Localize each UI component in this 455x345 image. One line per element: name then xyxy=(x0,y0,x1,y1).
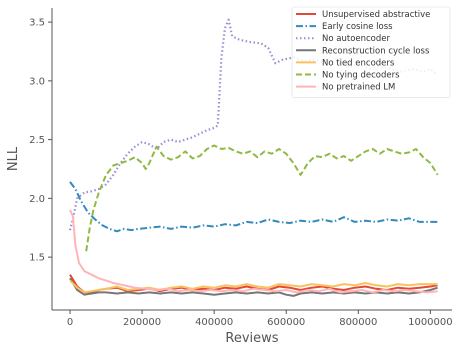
x-tick-label: 0 xyxy=(67,317,73,328)
series-line-no-pretrained-lm xyxy=(69,209,438,294)
y-tick-label: 2.5 xyxy=(29,135,45,146)
legend-entry: No tying decoders xyxy=(322,71,400,81)
y-axis-ticks: 1.5 2.0 2.5 3.0 3.5 xyxy=(29,18,52,264)
x-axis-ticks: 0 200000 400000 600000 800000 1000000 xyxy=(67,310,453,328)
legend-frame xyxy=(291,6,451,98)
x-tick-label: 200000 xyxy=(123,317,161,328)
y-axis-label: NLL xyxy=(6,146,21,171)
x-tick-label: 1000000 xyxy=(408,317,453,328)
series-line-no-tied-encoders xyxy=(69,279,438,294)
series-line-no-autoencoder xyxy=(68,18,439,231)
legend-entry: No pretrained LM xyxy=(322,83,395,93)
y-tick-label: 1.5 xyxy=(29,253,45,264)
x-axis-label: Reviews xyxy=(225,331,278,345)
legend-entry: Early cosine loss xyxy=(322,22,393,32)
legend-entry: Reconstruction cycle loss xyxy=(322,46,430,56)
legend-entry: No autoencoder xyxy=(322,34,391,44)
legend-entry: Unsupervised abstractive xyxy=(322,10,430,20)
y-tick-label: 2.0 xyxy=(29,194,45,205)
x-tick-label: 800000 xyxy=(339,317,377,328)
x-tick-label: 600000 xyxy=(267,317,305,328)
series-line-early-cosine-loss xyxy=(69,181,438,233)
x-tick-label: 400000 xyxy=(195,317,233,328)
y-tick-label: 3.5 xyxy=(29,18,45,29)
plot-lines xyxy=(68,18,439,297)
y-tick-label: 3.0 xyxy=(29,76,45,87)
series-line-unsupervised-abstractive xyxy=(69,274,438,294)
series-line-no-tying-decoders xyxy=(85,144,439,252)
legend: Unsupervised abstractive Early cosine los… xyxy=(291,6,451,98)
legend-entry: No tied encoders xyxy=(322,58,395,68)
